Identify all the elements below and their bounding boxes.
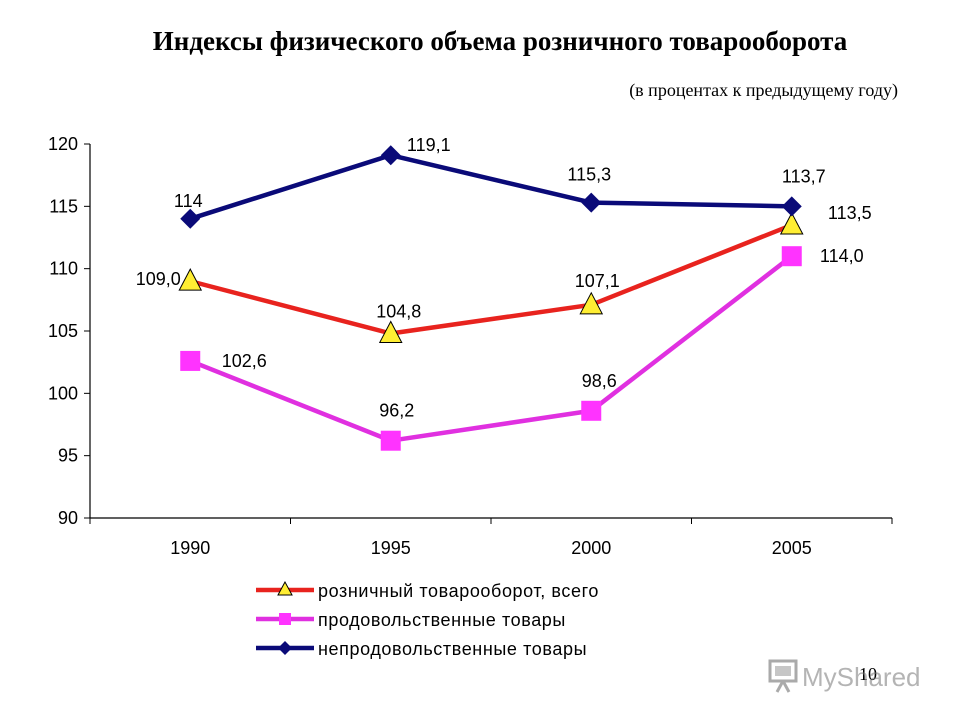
series-line: [189, 254, 794, 443]
y-tick-label: 110: [49, 259, 78, 279]
data-point: [781, 196, 802, 217]
legend-label: непродовольственные товары: [318, 639, 587, 659]
data-label: 98,6: [582, 371, 617, 391]
page-number: 10: [859, 664, 877, 684]
data-label: 113,7: [782, 166, 826, 186]
series-line: [189, 152, 792, 221]
y-tick-label: 100: [48, 383, 78, 403]
series-lines: [189, 152, 794, 443]
data-label: 115,3: [567, 165, 611, 185]
data-label: 119,1: [407, 135, 451, 155]
x-tick-label: 1995: [371, 538, 411, 558]
x-tick-label: 2005: [772, 538, 812, 558]
data-point: [180, 208, 201, 229]
data-point: [178, 268, 203, 291]
data-label: 114: [174, 191, 203, 211]
data-label: 102,6: [222, 351, 267, 371]
series-markers: [178, 145, 804, 451]
data-label: 113,5: [828, 203, 872, 223]
y-tick-label: 120: [48, 134, 78, 154]
legend-label: розничный товарооборот, всего: [318, 581, 599, 601]
data-point: [579, 291, 604, 315]
data-label: 109,0: [136, 269, 181, 289]
y-tick-label: 95: [58, 446, 78, 466]
x-tick-label: 1990: [170, 538, 210, 558]
legend-label: продовольственные товары: [318, 610, 566, 630]
data-label: 107,1: [575, 271, 620, 291]
data-point: [380, 430, 401, 451]
legend-marker: [277, 580, 293, 596]
x-tick-label: 2000: [571, 538, 611, 558]
y-tick-label: 115: [49, 196, 78, 216]
data-point: [378, 320, 403, 343]
data-label: 104,8: [376, 301, 421, 321]
legend: розничный товарооборот, всего продовольст…: [256, 580, 599, 659]
data-label: 96,2: [379, 401, 414, 421]
data-point: [781, 246, 802, 267]
y-tick-label: 105: [48, 321, 78, 341]
y-tick-label: 90: [58, 508, 78, 528]
chart-subtitle: (в процентах к предыдущему году): [629, 80, 898, 100]
data-label: 114,0: [820, 246, 864, 266]
chart-axes: 90 95 100 105 110 115 120 1990 1995 2000 2005: [48, 134, 893, 558]
data-labels: 109,0 104,8 107,1 113,5 102,6 96,2 98,6 114,0 11…: [136, 135, 872, 420]
data-point: [779, 211, 804, 235]
legend-marker: [279, 613, 291, 625]
data-point: [581, 400, 602, 421]
data-point: [180, 350, 201, 371]
watermark: MyShared: [768, 659, 921, 693]
data-point: [380, 145, 401, 166]
chart-title: Индексы физического объема розничного то…: [152, 26, 848, 56]
legend-marker: [278, 641, 292, 655]
data-point: [581, 192, 602, 213]
series-line: [189, 222, 793, 336]
watermark-text: MyShared: [802, 662, 921, 692]
presentation-board-icon: [768, 659, 798, 693]
